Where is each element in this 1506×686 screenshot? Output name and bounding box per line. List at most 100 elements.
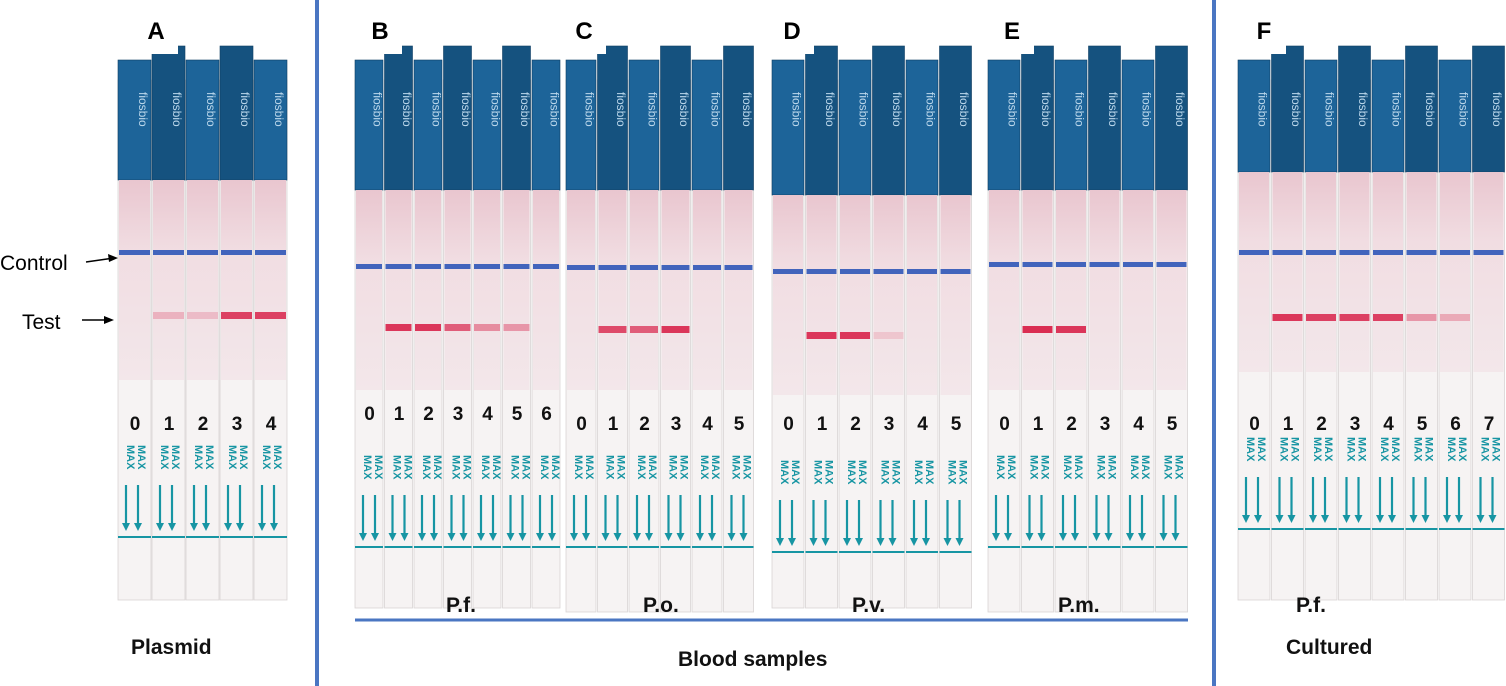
max-text: MAX	[1039, 455, 1051, 480]
control-line	[724, 265, 753, 270]
test-line	[1306, 314, 1336, 321]
test-strip: fiosbio MAX MAX	[1338, 45, 1371, 601]
strip-membrane	[1339, 172, 1370, 372]
strip-membrane	[873, 195, 904, 395]
test-strip: fiosbio MAX MAX	[185, 59, 220, 601]
flow-arrow-head	[168, 523, 176, 531]
test-strip: fiosbio MAX MAX	[413, 59, 444, 609]
flow-arrow-head	[1092, 533, 1101, 541]
max-text: MAX	[549, 455, 561, 480]
flow-arrow-head	[1025, 533, 1034, 541]
test-arrow	[82, 316, 114, 324]
flow-arrow-head	[1138, 533, 1146, 541]
brand-text: fiosbio	[400, 92, 414, 127]
lane-number: 6	[1450, 414, 1461, 435]
test-line	[630, 326, 658, 333]
strip-membrane	[598, 190, 627, 390]
strip-cap	[1472, 45, 1505, 173]
control-line	[474, 264, 500, 269]
control-line-label: Control	[0, 252, 68, 275]
group-label-blood-samples: Blood samples	[678, 648, 828, 671]
strip-cap	[872, 45, 905, 196]
control-line	[503, 264, 530, 269]
lane-number: 5	[733, 414, 745, 435]
lane-number: 5	[511, 404, 523, 425]
brand-text: fiosbio	[646, 92, 660, 127]
lane-number: 4	[265, 414, 277, 435]
flow-arrow-head	[430, 533, 438, 541]
strip-cap	[1088, 45, 1121, 191]
flow-arrow-head	[645, 533, 653, 541]
lane-number: 1	[1032, 414, 1044, 435]
test-line	[806, 332, 837, 339]
flow-arrow-head	[888, 538, 897, 546]
lane-number: 3	[1349, 414, 1361, 435]
flow-arrow-head	[613, 533, 622, 541]
group-label-pf-cultured: P.f.	[1296, 594, 1326, 617]
strip-membrane	[806, 195, 837, 395]
control-line	[187, 250, 218, 255]
max-text: MAX	[135, 445, 147, 470]
strip-cap	[1304, 59, 1338, 173]
control-line	[533, 264, 559, 269]
flow-arrow-head	[1159, 533, 1168, 541]
lane-number: 0	[999, 414, 1010, 435]
flow-arrow-head	[601, 533, 610, 541]
max-text: MAX	[823, 460, 835, 485]
max-text: MAX	[778, 460, 790, 485]
flow-arrow-head	[447, 533, 456, 541]
strip-cap	[565, 59, 597, 191]
brand-text: fiosbio	[1039, 92, 1053, 127]
test-line	[873, 332, 904, 339]
brand-text: fiosbio	[489, 92, 503, 127]
panel-letter-c: C	[562, 10, 606, 54]
strip-cap	[219, 45, 254, 181]
test-strip: fiosbio MAX MAX	[502, 45, 532, 609]
max-text: MAX	[879, 460, 891, 485]
test-line	[1339, 314, 1370, 321]
lane-number: 5	[1416, 414, 1428, 435]
flow-arrow-head	[1004, 533, 1012, 541]
flow-arrow-head	[1388, 515, 1396, 523]
panel-letter-a: A	[134, 10, 178, 54]
max-text: MAX	[1311, 437, 1323, 462]
brand-text: fiosbio	[790, 92, 804, 127]
brand-text: fiosbio	[890, 92, 904, 127]
flow-arrow-head	[1476, 515, 1485, 523]
strip-membrane	[693, 190, 721, 390]
lane-number: 4	[702, 414, 713, 435]
test-strip: fiosbio MAX MAX	[1472, 45, 1505, 601]
max-text: MAX	[583, 455, 595, 480]
lane-number: 3	[231, 414, 243, 435]
max-text: MAX	[1255, 437, 1267, 462]
strip-cap	[1438, 59, 1472, 173]
test-strip: fiosbio MAX MAX	[384, 45, 414, 609]
test-strip: fiosbio MAX MAX	[691, 59, 723, 613]
test-line	[444, 324, 471, 331]
control-line	[806, 269, 837, 274]
max-text: MAX	[158, 445, 170, 470]
max-text: MAX	[1278, 437, 1290, 462]
test-line	[1440, 314, 1470, 321]
test-strip: fiosbio MAX MAX	[628, 59, 660, 613]
max-text: MAX	[1028, 455, 1040, 480]
test-strip: fiosbio MAX MAX	[597, 45, 628, 613]
max-text: MAX	[1345, 437, 1357, 462]
test-strip: fiosbio MAX MAX	[1021, 45, 1054, 613]
strip-membrane	[415, 190, 441, 390]
test-strip: fiosbio MAX MAX	[805, 45, 838, 609]
max-text: MAX	[1061, 455, 1073, 480]
max-text: MAX	[1423, 437, 1435, 462]
max-text: MAX	[856, 460, 868, 485]
brand-text: fiosbio	[1289, 92, 1303, 127]
control-line	[1306, 250, 1336, 255]
flow-arrow-head	[258, 523, 266, 531]
brand-text: fiosbio	[1073, 92, 1087, 127]
control-line	[385, 264, 412, 269]
flow-arrow-head	[190, 523, 198, 531]
brand-text: fiosbio	[1323, 92, 1337, 127]
test-line	[1022, 326, 1053, 333]
flow-arrow-head	[727, 533, 736, 541]
test-strip: fiosbio MAX MAX	[219, 45, 254, 601]
